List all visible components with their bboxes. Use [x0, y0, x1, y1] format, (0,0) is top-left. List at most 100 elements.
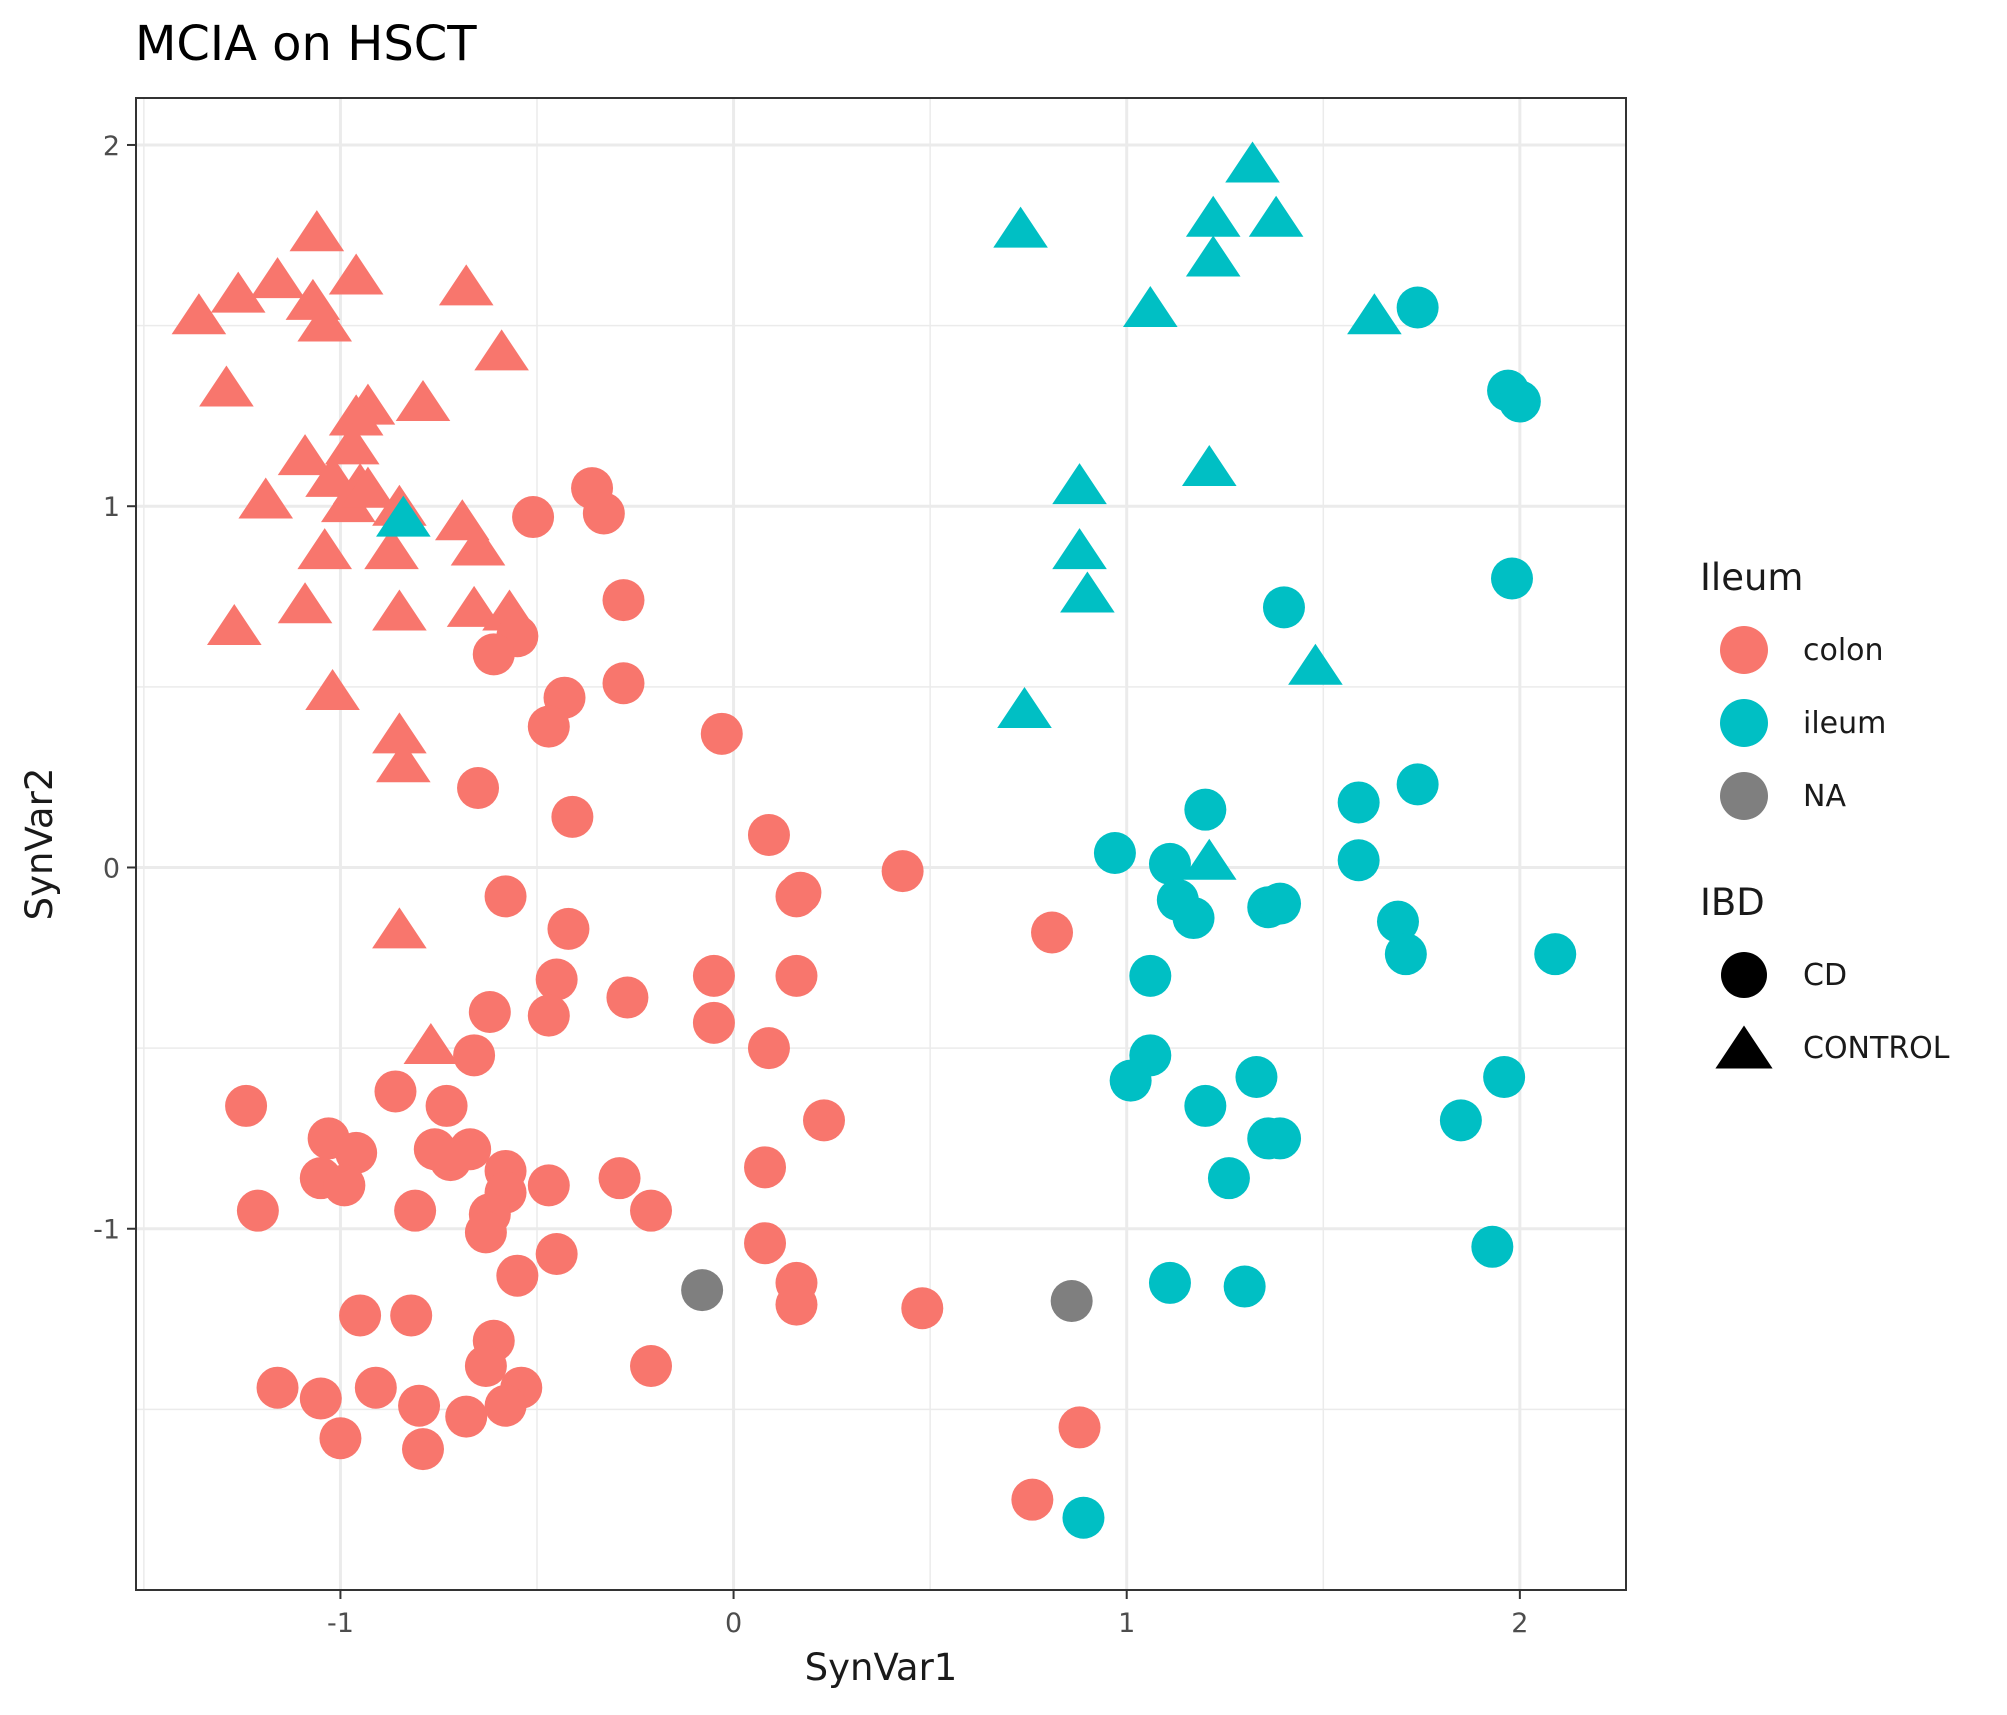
data-point [1093, 832, 1136, 875]
data-point [602, 662, 645, 705]
legend-label: ileum [1803, 706, 1886, 741]
data-point [256, 1366, 299, 1409]
data-point [1259, 1117, 1302, 1160]
data-point [747, 1027, 790, 1070]
y-axis-label: SynVar2 [18, 768, 61, 921]
data-point [802, 1099, 845, 1142]
legend-title: IBD [1700, 881, 1765, 924]
data-point [1534, 933, 1577, 976]
data-point [1207, 1157, 1250, 1200]
data-point [527, 705, 570, 748]
data-point [425, 1084, 468, 1127]
data-point [319, 1417, 362, 1460]
data-point [547, 907, 590, 950]
data-point [372, 907, 427, 949]
data-point [446, 585, 502, 627]
data-point [394, 1189, 437, 1232]
legend-key-icon [1715, 1025, 1773, 1069]
data-point [324, 423, 380, 465]
data-point [1376, 900, 1419, 943]
data-point [775, 1283, 818, 1326]
data-point [1123, 286, 1178, 328]
data-point [1490, 557, 1533, 600]
data-point [457, 767, 500, 810]
data-point [1184, 788, 1227, 831]
data-point [289, 210, 345, 252]
data-point [582, 492, 625, 535]
legend-label: NA [1803, 779, 1846, 814]
data-point [171, 293, 227, 335]
data-point [681, 1269, 724, 1312]
data-point [376, 495, 431, 537]
data-point [438, 264, 494, 306]
plot-panel [136, 98, 1626, 1590]
data-point [1471, 1225, 1514, 1268]
data-point [340, 466, 396, 508]
legend-label: CONTROL [1803, 1031, 1950, 1066]
data-point [1181, 445, 1237, 487]
data-point [993, 206, 1048, 248]
data-point [997, 687, 1052, 729]
data-point [1052, 528, 1107, 570]
data-point [901, 1287, 944, 1330]
y-tick-label: 2 [103, 131, 120, 162]
data-point [305, 668, 360, 710]
data-point [630, 1189, 673, 1232]
data-point [297, 300, 353, 342]
data-point [692, 954, 735, 997]
data-point [744, 1222, 787, 1265]
data-point [323, 1164, 366, 1207]
data-point [464, 1345, 507, 1388]
data-point [1185, 235, 1241, 277]
data-point [474, 329, 529, 371]
data-points [171, 141, 1577, 1539]
axis-ticks [127, 143, 1521, 1599]
data-point [1062, 1496, 1105, 1539]
data-point [496, 1254, 539, 1297]
data-point [374, 1070, 417, 1113]
data-point [335, 1131, 378, 1174]
data-point [1483, 1056, 1526, 1099]
data-point [453, 1034, 496, 1077]
data-point [1396, 763, 1439, 806]
data-point [403, 1023, 459, 1065]
data-point [512, 496, 555, 539]
y-axis-tick-labels: -1 0 1 2 [93, 131, 120, 1246]
data-point [1396, 286, 1439, 329]
x-tick-label: -1 [327, 1608, 354, 1639]
legend-label: colon [1803, 633, 1884, 668]
data-point [1262, 586, 1305, 629]
data-point [1031, 911, 1074, 954]
x-axis-tick-labels: -1 0 1 2 [327, 1608, 1528, 1639]
data-point [464, 1211, 507, 1254]
data-point [1050, 1279, 1093, 1322]
chart-title: MCIA on HSCT [135, 16, 477, 72]
legend-key-icon [1721, 952, 1767, 998]
data-point [1052, 463, 1107, 505]
data-point [472, 633, 515, 676]
data-point [1248, 195, 1304, 237]
data-point [1184, 1084, 1227, 1127]
data-point [1259, 882, 1302, 925]
data-point [297, 528, 353, 570]
data-point [1337, 839, 1380, 882]
data-point [1148, 842, 1191, 885]
data-point [1498, 380, 1541, 423]
data-point [484, 875, 527, 918]
data-point [1185, 195, 1241, 237]
x-tick-label: 2 [1511, 1608, 1528, 1639]
x-tick-label: 0 [725, 1608, 742, 1639]
data-point [401, 1428, 444, 1471]
data-point [630, 1345, 673, 1388]
data-point [210, 271, 266, 313]
data-point [1439, 1099, 1482, 1142]
data-point [277, 582, 333, 624]
data-point [692, 1001, 735, 1044]
data-point [602, 579, 645, 622]
y-tick-label: 0 [103, 853, 120, 884]
data-point [1225, 141, 1280, 183]
data-point [364, 528, 419, 570]
data-point [372, 589, 427, 631]
data-point [598, 1157, 641, 1200]
